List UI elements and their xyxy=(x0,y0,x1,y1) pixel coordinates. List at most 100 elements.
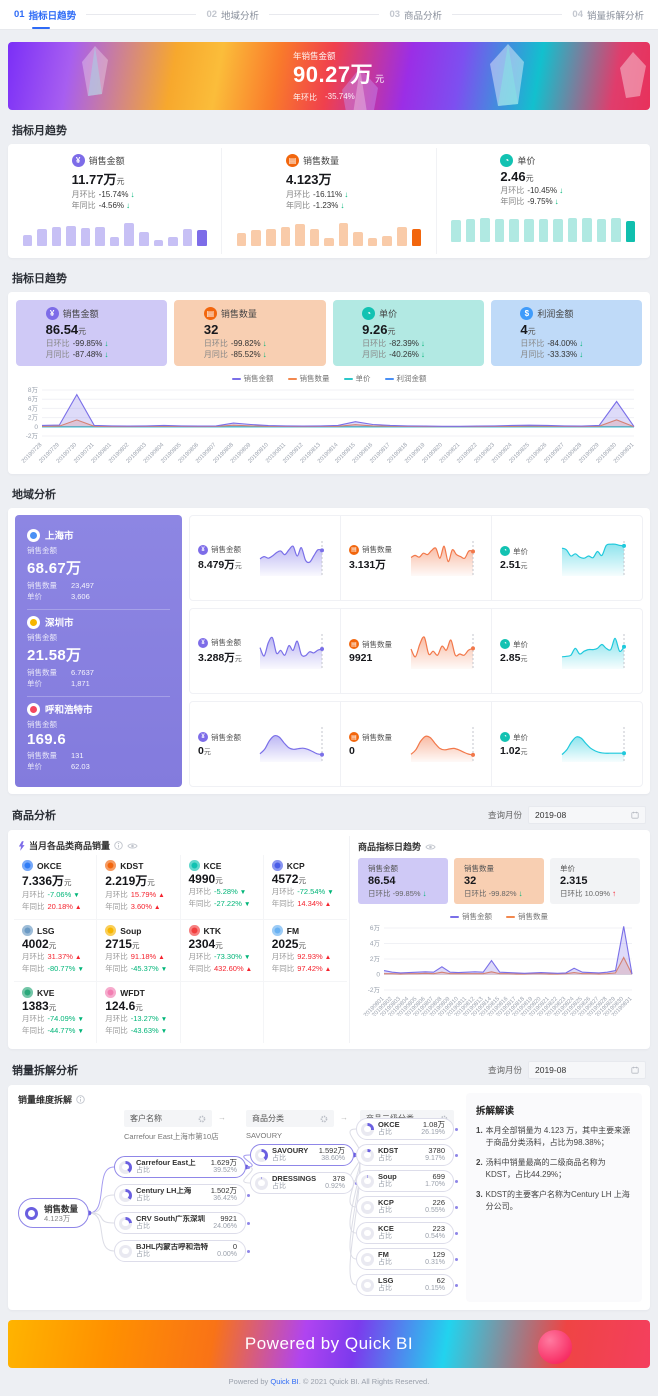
trend-triangle-icon xyxy=(73,892,79,899)
nav-step-product[interactable]: 03 商品分析 xyxy=(389,0,442,29)
product-card-kve[interactable]: KVE 1383元 月环比-74.09% 年同比-44.77% xyxy=(14,982,98,1043)
footer-banner-text: Powered by Quick BI xyxy=(244,1334,414,1353)
tree-root-node[interactable]: 销售数量 4.123万 xyxy=(18,1198,90,1228)
section-title-decomp: 销量拆解分析 xyxy=(12,1065,78,1077)
trend-arrow-icon xyxy=(340,201,344,210)
product-icon xyxy=(22,925,33,936)
section-title-products: 商品分析 xyxy=(12,810,56,822)
tree-node-century[interactable]: Century LH上海 1.502万 占比 36.42% xyxy=(114,1184,250,1206)
trend-triangle-icon xyxy=(327,889,333,896)
expand-dot[interactable] xyxy=(247,1249,250,1253)
area-chart xyxy=(409,631,483,671)
svg-text:-2万: -2万 xyxy=(368,986,381,994)
tree-node-sub-kcp[interactable]: KCP 226 占比 0.55% xyxy=(356,1196,458,1218)
info-icon[interactable] xyxy=(114,841,123,850)
unit-price-icon: ◔ xyxy=(500,154,514,167)
area-chart xyxy=(560,538,634,578)
daily-kpi-card: ¥销售金额 86.54元 日环比-99.85% 月同比-87.48% ▤销售数量… xyxy=(8,292,650,474)
expand-dot[interactable] xyxy=(247,1165,250,1169)
trend-triangle-icon xyxy=(75,954,81,961)
dimension-header-customer[interactable]: 客户名称 xyxy=(124,1110,212,1127)
monthly-amount-bar-chart xyxy=(20,216,209,246)
svg-text:-2万: -2万 xyxy=(26,432,39,440)
dimension-header-category[interactable]: 商品分类 xyxy=(246,1110,334,1127)
dimension-selected-value: Carrefour East上海市第10店 xyxy=(124,1132,219,1141)
expand-dot[interactable] xyxy=(247,1193,250,1197)
svg-text:6万: 6万 xyxy=(370,924,381,932)
tree-node-sub-kdst[interactable]: KDST 3780 占比 9.17% xyxy=(356,1144,458,1166)
product-icon xyxy=(271,925,283,936)
monthly-kpi-card: ¥销售金额 11.77万元 月环比-15.74% 年同比-4.56% ▤销售数量… xyxy=(8,144,650,258)
donut-icon xyxy=(361,1174,374,1188)
kpi-label: 销售数量 xyxy=(302,156,339,166)
expand-dot[interactable] xyxy=(455,1179,458,1183)
tree-node-sub-okce[interactable]: OKCE 1.08万 占比 26.19% xyxy=(356,1118,458,1140)
trend-arrow-icon xyxy=(559,186,563,195)
trend-triangle-icon xyxy=(161,1016,167,1023)
sales-amount-icon: ¥ xyxy=(71,154,85,167)
tree-node-bjhl[interactable]: BJHL内蒙古呼和浩特 0 占比 0.00% xyxy=(114,1240,250,1262)
gear-icon[interactable] xyxy=(198,1115,206,1123)
empty-cell xyxy=(264,982,347,1043)
expand-dot[interactable] xyxy=(455,1283,458,1287)
trend-arrow-icon xyxy=(423,889,427,898)
expand-dot[interactable] xyxy=(247,1221,250,1225)
svg-text:4万: 4万 xyxy=(28,404,39,412)
banner-kpi: 年销售金额 90.27万元 年环比 -35.74% xyxy=(293,50,385,103)
donut-icon xyxy=(361,1200,374,1214)
expand-dot[interactable] xyxy=(455,1257,458,1261)
city-block-shanghai[interactable]: 上海市 销售金额 68.67万 销售数量 23,497 单价 3,606 xyxy=(27,523,170,610)
tree-node-savoury[interactable]: SAVOURY 1.592万 占比 38.60% xyxy=(250,1144,358,1166)
tree-node-carrefour[interactable]: Carrefour East上 1.629万 占比 39.52% xyxy=(114,1156,250,1178)
product-icon xyxy=(105,925,117,936)
donut-icon xyxy=(119,1188,132,1202)
trend-arrow-icon xyxy=(612,889,616,898)
donut-icon xyxy=(361,1148,374,1162)
tree-node-sub-kce[interactable]: KCE 223 占比 0.54% xyxy=(356,1222,458,1244)
expand-dot[interactable] xyxy=(455,1153,458,1157)
gear-icon[interactable] xyxy=(320,1115,328,1123)
nav-step-monthly[interactable]: 01 指标日趋势 xyxy=(14,0,76,29)
trend-triangle-icon xyxy=(246,966,252,973)
expand-dot[interactable] xyxy=(455,1127,458,1131)
step-number: 04 xyxy=(572,9,583,20)
city-block-shenzhen[interactable]: 深圳市 销售金额 21.58万 销售数量 6.7637 单价 1,871 xyxy=(27,610,170,697)
trend-arrow-icon xyxy=(421,339,425,348)
donut-icon xyxy=(361,1252,374,1266)
quick-bi-link[interactable]: Quick BI xyxy=(270,1377,299,1386)
daily-kpi-quantity: ▤销售数量 32 日环比-99.82% 月同比-85.52% xyxy=(174,300,326,366)
tree-node-sub-soup[interactable]: Soup 699 占比 1.70% xyxy=(356,1170,458,1192)
expand-dot[interactable] xyxy=(455,1205,458,1209)
insight-item: 2. 汤料中销量最高的二级商品名称为KDST，占比44.29%； xyxy=(476,1158,606,1179)
daily-kpi-price: ◔单价 9.26元 日环比-82.39% 月同比-40.26% xyxy=(332,300,484,366)
expand-dot[interactable] xyxy=(455,1231,458,1235)
step-label: 商品分析 xyxy=(404,10,443,22)
eye-icon[interactable] xyxy=(425,843,436,851)
product-card-wfdt[interactable]: WFDT 124.6元 月环比-13.27% 年同比-43.63% xyxy=(97,982,181,1043)
sales-quantity-icon: ▤ xyxy=(349,544,359,555)
eye-icon[interactable] xyxy=(127,842,138,850)
tree-node-crv[interactable]: CRV South广东深圳 9921 占比 24.06% xyxy=(114,1212,250,1234)
sales-amount-icon: ¥ xyxy=(198,637,208,648)
query-month-selector[interactable]: 2019-08 xyxy=(528,1061,646,1079)
city-block-hohhot[interactable]: 呼和浩特市 销售金额 169.6 销售数量 131 单价 62.03 xyxy=(27,697,170,779)
query-month-selector[interactable]: 2019-08 xyxy=(528,806,646,824)
area-chart xyxy=(258,538,332,578)
section-title-monthly: 指标月趋势 xyxy=(12,125,67,137)
legend-dash-icon xyxy=(450,916,459,919)
tree-node-sub-lsg[interactable]: LSG 62 占比 0.15% xyxy=(356,1274,458,1296)
nav-step-decomp[interactable]: 04 销量拆解分析 xyxy=(572,0,644,29)
tree-node-sub-fm[interactable]: FM 129 占比 0.31% xyxy=(356,1248,458,1270)
tree-node-dressings[interactable]: DRESSINGS 378 占比 0.92% xyxy=(250,1172,358,1194)
product-card-kce[interactable]: KCE 4990元 月环比-5.28% 年同比-27.22% xyxy=(180,855,264,920)
unit-price-icon: ◔ xyxy=(362,307,376,320)
info-icon[interactable] xyxy=(76,1095,85,1104)
nav-step-region[interactable]: 02 地域分析 xyxy=(206,0,259,29)
